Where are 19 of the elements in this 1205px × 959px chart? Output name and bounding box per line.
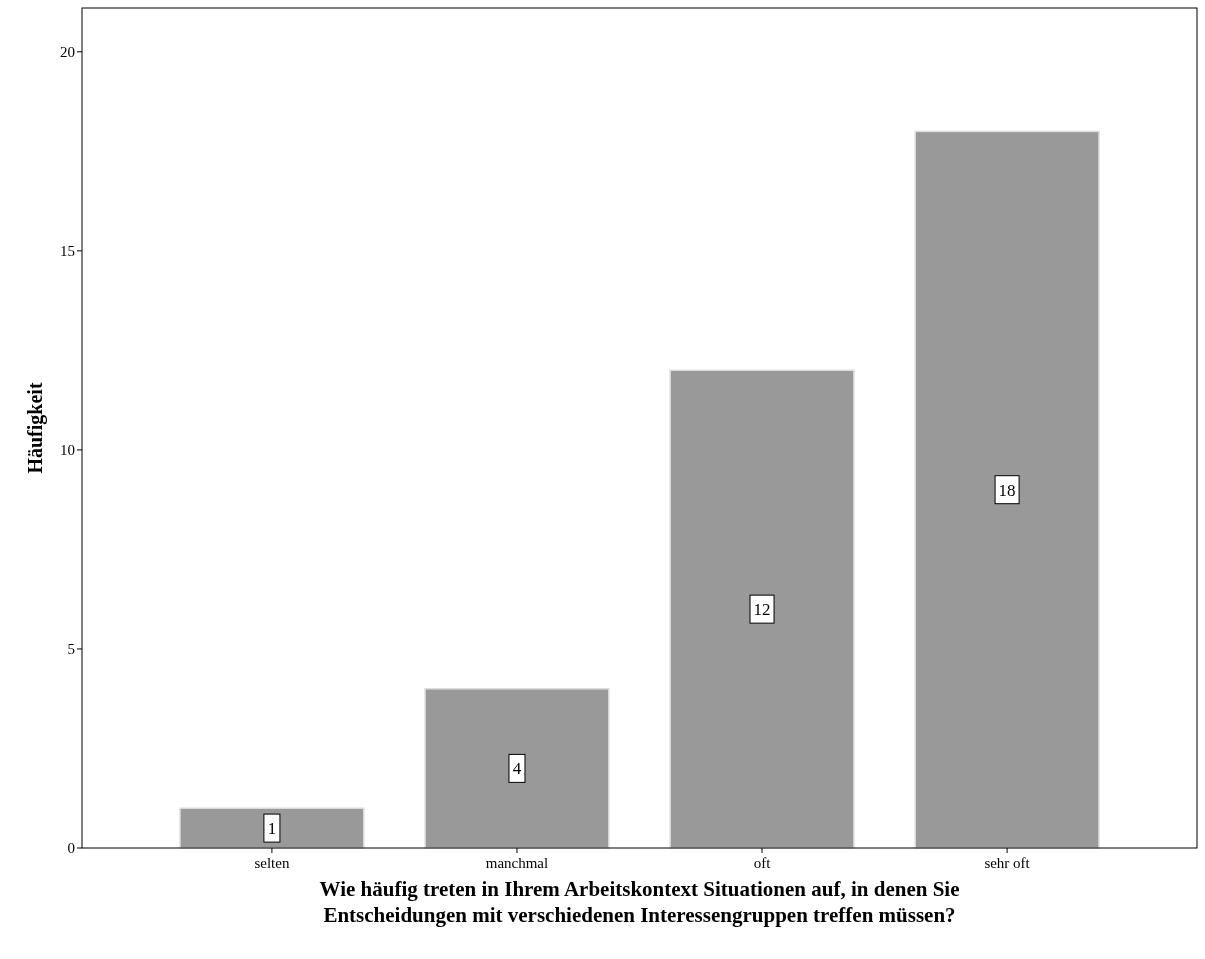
y-axis-title: Häufigkeit — [24, 382, 47, 474]
bar — [424, 688, 610, 849]
x-tick-label: manchmal — [485, 855, 549, 871]
y-tick-label: 5 — [67, 641, 75, 658]
y-tick-label: 0 — [67, 840, 75, 857]
bar — [179, 807, 365, 849]
x-tick-label: selten — [254, 855, 290, 871]
y-tick-label: 15 — [60, 243, 75, 260]
y-tick-label: 10 — [60, 442, 75, 459]
y-tick-label: 20 — [60, 44, 75, 61]
data-label: 18 — [998, 480, 1016, 500]
bar — [914, 130, 1100, 849]
data-label: 12 — [753, 600, 771, 620]
x-axis-title: Wie häufig treten in Ihrem Arbeitskontext Situationen auf, in denen Sie Entscheidungen mit verschiedenen Interessengruppen treffen müssen? — [319, 877, 960, 927]
x-tick-label: oft — [753, 855, 772, 871]
x-tick-label: sehr oft — [984, 855, 1031, 871]
data-label: 1 — [267, 819, 277, 839]
bar — [669, 369, 855, 849]
data-label: 4 — [512, 759, 522, 779]
